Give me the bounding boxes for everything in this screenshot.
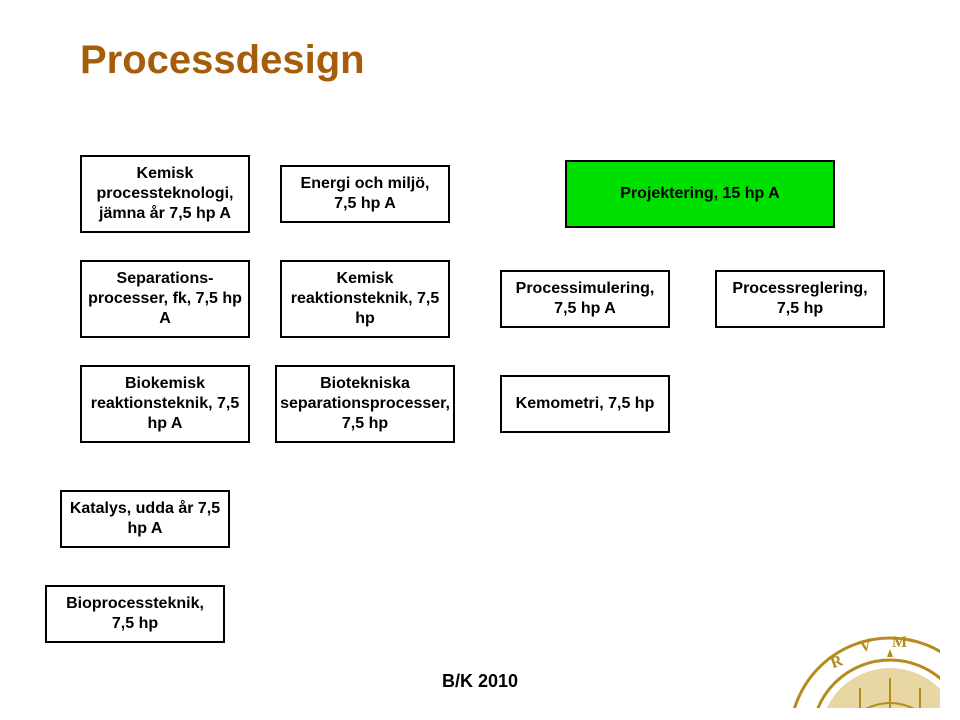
course-box-kemometri: Kemometri, 7,5 hp	[500, 375, 670, 433]
slide: { "title": { "text": "Processdesign", "c…	[0, 0, 960, 720]
seal-svg: S I G I L V T R V M	[780, 588, 940, 708]
course-box-projektering: Projektering, 15 hp A	[565, 160, 835, 228]
page-title: Processdesign	[80, 38, 365, 83]
svg-text:R: R	[828, 652, 845, 672]
course-box-kemisk-reaktionsteknik: Kemisk reaktionsteknik, 7,5 hp	[280, 260, 450, 338]
course-box-separationsprocesser: Separations-processer, fk, 7,5 hp A	[80, 260, 250, 338]
course-box-processreglering: Processreglering, 7,5 hp	[715, 270, 885, 328]
course-box-kemisk-processteknologi: Kemisk processteknologi, jämna år 7,5 hp…	[80, 155, 250, 233]
course-box-processimulering: Processimulering, 7,5 hp A	[500, 270, 670, 328]
svg-text:M: M	[892, 634, 907, 651]
course-box-katalys: Katalys, udda år 7,5 hp A	[60, 490, 230, 548]
course-box-energi-miljo: Energi och miljö, 7,5 hp A	[280, 165, 450, 223]
course-box-bioprocessteknik: Bioprocessteknik, 7,5 hp	[45, 585, 225, 643]
course-box-biotekniska-separationsprocesser: Biotekniska separationsprocesser, 7,5 hp	[275, 365, 455, 443]
course-box-biokemisk-reaktionsteknik: Biokemisk reaktionsteknik, 7,5 hp A	[80, 365, 250, 443]
university-seal-icon: S I G I L V T R V M	[780, 588, 940, 708]
